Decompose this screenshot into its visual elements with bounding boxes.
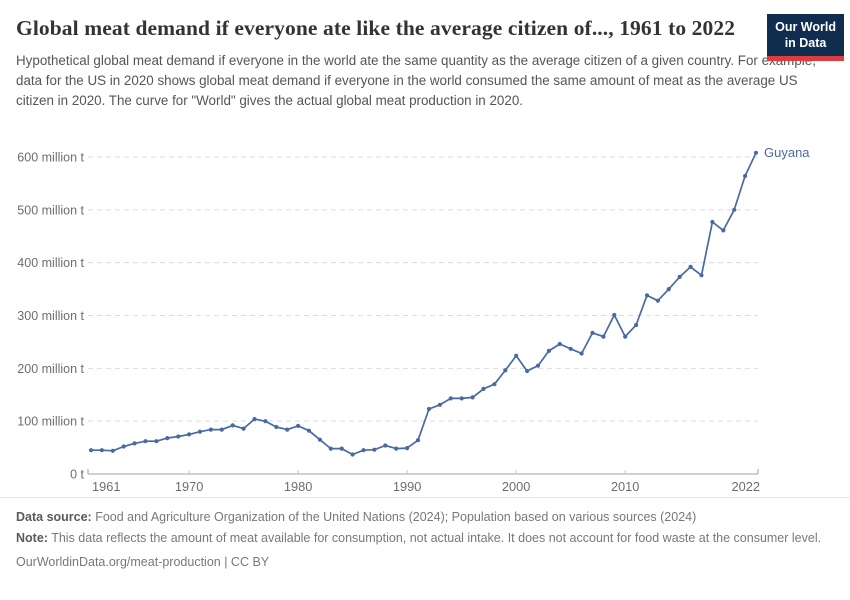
x-axis-label: 1980 [284, 479, 312, 494]
data-point[interactable] [350, 452, 355, 457]
x-axis-label: 2022 [732, 479, 760, 494]
data-point[interactable] [88, 448, 94, 453]
y-axis-label: 600 million t [17, 151, 84, 165]
data-point[interactable] [328, 446, 333, 451]
data-point[interactable] [405, 446, 410, 451]
chart-subtitle: Hypothetical global meat demand if every… [16, 53, 816, 108]
data-point[interactable] [535, 363, 541, 368]
data-point[interactable] [677, 274, 682, 279]
data-point[interactable] [557, 341, 562, 347]
data-point[interactable] [306, 428, 312, 433]
data-source-line: Data source: Food and Agriculture Organi… [16, 509, 834, 527]
license-line: OurWorldinData.org/meat-production | CC … [16, 555, 270, 569]
note-line: Note: This data reflects the amount of m… [16, 530, 834, 548]
y-axis-label: 200 million t [17, 362, 84, 376]
header: Global meat demand if everyone ate like … [0, 0, 850, 61]
data-point[interactable] [525, 368, 530, 374]
note-label: Note: [16, 530, 48, 545]
data-point[interactable] [579, 351, 584, 356]
data-point[interactable] [285, 427, 290, 432]
data-point[interactable] [187, 432, 192, 437]
data-point[interactable] [317, 437, 322, 442]
data-point[interactable] [383, 443, 388, 448]
data-point[interactable] [732, 207, 737, 212]
data-point[interactable] [634, 322, 639, 328]
data-point[interactable] [470, 395, 475, 400]
data-point[interactable] [644, 293, 650, 298]
data-point[interactable] [514, 353, 519, 358]
data-point[interactable] [459, 396, 464, 401]
data-point[interactable] [143, 439, 148, 444]
data-point[interactable] [568, 346, 573, 351]
y-axis-label: 500 million t [17, 203, 84, 217]
data-point[interactable] [688, 264, 693, 269]
x-axis-label: 2000 [502, 479, 530, 494]
series-line[interactable] [90, 151, 757, 456]
data-point[interactable] [710, 219, 715, 225]
owid-logo: Our World in Data [767, 14, 844, 61]
logo-line-1: Our World [775, 20, 836, 34]
data-point[interactable] [699, 273, 704, 278]
data-point[interactable] [165, 436, 170, 441]
data-point[interactable] [154, 439, 159, 444]
data-point[interactable] [448, 396, 453, 401]
logo-line-2: in Data [784, 36, 827, 51]
series-end-label[interactable]: Guyana [764, 145, 810, 160]
data-point[interactable] [274, 424, 279, 430]
data-point[interactable] [296, 423, 301, 428]
y-axis-label: 0 t [70, 468, 84, 482]
data-point[interactable] [252, 417, 257, 422]
data-point[interactable] [372, 447, 377, 452]
data-point[interactable] [121, 444, 126, 449]
data-point[interactable] [197, 429, 203, 434]
data-point[interactable] [492, 382, 497, 387]
data-point[interactable] [415, 438, 421, 443]
line-chart: 0 t 100 million t 200 million t 300 million… [0, 140, 850, 498]
note-text: This data reflects the amount of meat av… [51, 530, 822, 545]
data-point[interactable] [219, 427, 224, 432]
data-point[interactable] [110, 448, 115, 453]
data-point[interactable] [426, 406, 432, 412]
data-point[interactable] [176, 434, 181, 439]
data-point[interactable] [503, 368, 508, 373]
data-point[interactable] [623, 334, 628, 339]
data-point[interactable] [361, 448, 366, 453]
data-point[interactable] [99, 448, 104, 453]
y-axis-label: 400 million t [17, 256, 84, 270]
data-point[interactable] [230, 423, 235, 428]
data-point[interactable] [743, 173, 748, 179]
x-axis-label: 1990 [393, 479, 421, 494]
data-point[interactable] [132, 441, 137, 446]
data-point[interactable] [601, 334, 606, 339]
data-point[interactable] [241, 426, 246, 431]
data-point[interactable] [394, 446, 399, 451]
data-point[interactable] [481, 386, 486, 391]
data-point[interactable] [655, 298, 661, 303]
data-point[interactable] [612, 312, 617, 318]
data-point[interactable] [437, 402, 442, 407]
chart-svg[interactable]: 0 t 100 million t 200 million t 300 million… [0, 140, 850, 498]
x-axis-label: 2010 [611, 479, 639, 494]
data-point[interactable] [753, 150, 759, 155]
footer: Data source: Food and Agriculture Organi… [0, 497, 850, 575]
page-title: Global meat demand if everyone ate like … [16, 16, 736, 40]
y-axis-label: 300 million t [17, 309, 84, 323]
y-axis-label: 100 million t [17, 415, 84, 429]
data-point[interactable] [339, 446, 344, 451]
data-point[interactable] [546, 348, 552, 353]
data-point[interactable] [263, 419, 268, 424]
data-point[interactable] [721, 228, 726, 233]
data-source-text: Food and Agriculture Organization of the… [95, 510, 697, 524]
data-point[interactable] [666, 287, 671, 292]
x-axis-label: 1970 [175, 479, 203, 494]
x-axis-label: 1961 [92, 479, 120, 494]
data-point[interactable] [208, 427, 213, 432]
data-source-label: Data source: [16, 510, 92, 524]
data-point[interactable] [590, 330, 595, 335]
